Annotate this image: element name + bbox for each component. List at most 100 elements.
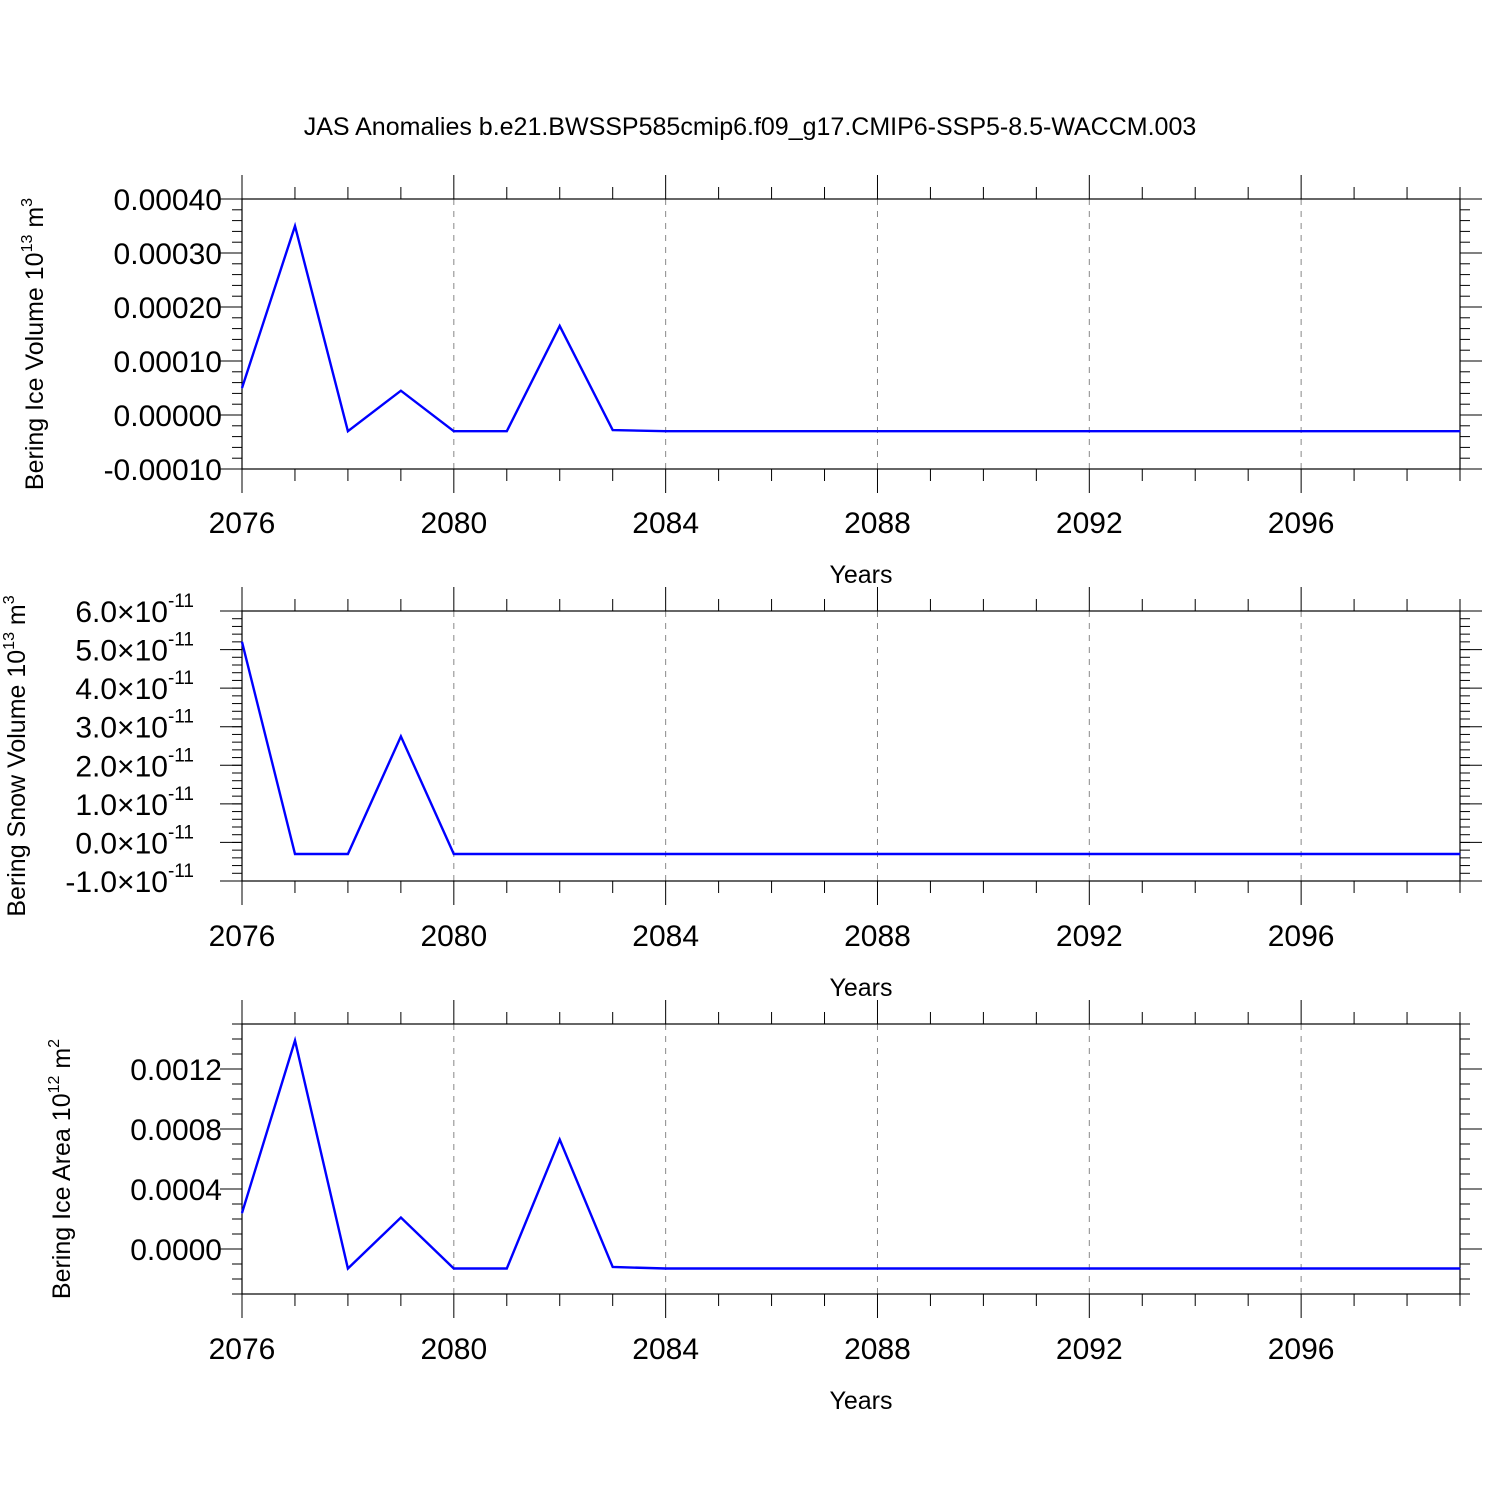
- y-tick-exponent: -11: [168, 591, 194, 612]
- data-point: [1141, 853, 1143, 855]
- data-point: [823, 853, 826, 855]
- y-tick-times: ×10: [117, 789, 168, 822]
- data-point: [876, 430, 879, 432]
- data-point: [1353, 853, 1355, 855]
- chart-panel-2: -1.0×10-110.0×10-111.0×10-112.0×10-113.0…: [1, 587, 1482, 1002]
- plot-frame: [241, 610, 1461, 882]
- data-point: [1353, 430, 1355, 432]
- y-tick-label: 5.0×10-11: [75, 630, 194, 668]
- y-axis-label-text: Bering Ice Volume 10: [21, 252, 49, 490]
- data-point: [1406, 430, 1408, 432]
- data-point: [1194, 853, 1196, 855]
- data-point: [1406, 853, 1408, 855]
- data-point: [559, 853, 561, 855]
- x-tick-label: 2084: [632, 507, 699, 540]
- data-point: [665, 853, 667, 855]
- series-line: [240, 221, 1460, 434]
- y-axis-label-sup: 13: [19, 235, 36, 253]
- y-tick-label: 3.0×10-11: [75, 707, 194, 745]
- data-point: [1035, 1267, 1037, 1270]
- x-tick-label: 2084: [632, 1333, 699, 1366]
- data-point: [453, 853, 455, 855]
- y-tick-label: 2.0×10-11: [75, 745, 194, 783]
- x-tick-label: 2088: [844, 507, 911, 540]
- x-tick-label: 2096: [1268, 1333, 1335, 1366]
- data-point: [823, 1267, 826, 1270]
- data-point: [665, 1267, 667, 1270]
- data-point: [506, 1267, 508, 1270]
- data-point: [1088, 430, 1090, 432]
- y-tick-label: 0.0012: [130, 1054, 222, 1087]
- data-point: [929, 853, 932, 855]
- data-point: [400, 1216, 402, 1219]
- x-tick-label: 2080: [420, 920, 487, 953]
- x-tick-label: 2092: [1056, 1333, 1123, 1366]
- data-point: [612, 1266, 614, 1268]
- y-tick-label: 0.00010: [114, 346, 222, 379]
- x-tick-label: 2084: [632, 920, 699, 953]
- data-point: [241, 641, 243, 643]
- y-axis-label-text: Bering Snow Volume 10: [3, 650, 31, 917]
- data-point: [506, 853, 508, 855]
- chart-panel-1: -0.00010 0.00000 0.00010 0.00020 0.00030 0.00…: [19, 175, 1482, 589]
- x-tick-label: 2076: [209, 507, 276, 540]
- data-point: [982, 430, 984, 432]
- data-point: [718, 853, 720, 855]
- data-point: [1035, 853, 1037, 855]
- y-axis-label-unit: m: [3, 604, 31, 632]
- data-point: [1459, 430, 1461, 432]
- plot-frame: [241, 198, 1461, 470]
- y-tick-times: ×10: [117, 673, 168, 706]
- data-point: [1247, 1267, 1249, 1270]
- y-tick-times: ×10: [117, 596, 168, 629]
- y-tick-times: ×10: [117, 712, 168, 745]
- y-axis-label-unit: m: [21, 207, 49, 235]
- data-point: [1459, 853, 1461, 855]
- data-point: [453, 1267, 455, 1270]
- y-tick-mantissa: -1.0: [65, 866, 117, 899]
- data-point: [665, 430, 667, 432]
- x-axis-label: Years: [829, 974, 892, 1002]
- x-tick-label: 2080: [420, 507, 487, 540]
- data-point: [770, 1267, 773, 1270]
- y-axis-label: Bering Ice Volume 1013 m3: [19, 198, 49, 490]
- y-tick-label: 0.0008: [130, 1114, 222, 1147]
- y-tick-label: 0.0004: [130, 1174, 222, 1207]
- y-tick-exponent: -11: [168, 668, 194, 689]
- data-point: [1194, 1267, 1196, 1270]
- series-line: [240, 641, 1460, 856]
- x-axis-label: Years: [829, 561, 892, 589]
- y-tick-exponent: -11: [168, 745, 194, 766]
- data-point: [294, 853, 296, 855]
- y-tick-exponent: -11: [168, 630, 194, 651]
- data-point: [823, 430, 826, 432]
- x-tick-label: 2076: [209, 1333, 276, 1366]
- data-point: [1194, 430, 1196, 432]
- data-point: [770, 853, 773, 855]
- data-point: [294, 225, 296, 227]
- series-line: [240, 1035, 1460, 1271]
- y-tick-label: 1.0×10-11: [75, 784, 194, 822]
- y-axis-label-unit: m: [48, 1048, 76, 1076]
- data-point: [400, 735, 402, 737]
- data-point: [1141, 1267, 1143, 1270]
- data-point: [453, 430, 455, 432]
- y-tick-label: -1.0×10-11: [65, 861, 194, 899]
- data-point: [929, 1267, 932, 1270]
- x-axis-label: Years: [829, 1387, 892, 1415]
- y-tick-times: ×10: [117, 635, 168, 668]
- data-point: [770, 430, 773, 432]
- data-point: [612, 853, 614, 855]
- data-point: [400, 390, 402, 392]
- y-axis-label-unit-sup: 3: [19, 198, 36, 207]
- data-point: [559, 1138, 561, 1141]
- y-tick-mantissa: 4.0: [75, 673, 117, 706]
- data-point: [612, 429, 614, 431]
- data-point: [1247, 430, 1249, 432]
- data-point: [1300, 1267, 1302, 1270]
- data-point: [718, 430, 720, 432]
- data-point: [1088, 1267, 1090, 1270]
- data-point: [1141, 430, 1143, 432]
- y-tick-times: ×10: [117, 827, 168, 860]
- x-tick-label: 2092: [1056, 507, 1123, 540]
